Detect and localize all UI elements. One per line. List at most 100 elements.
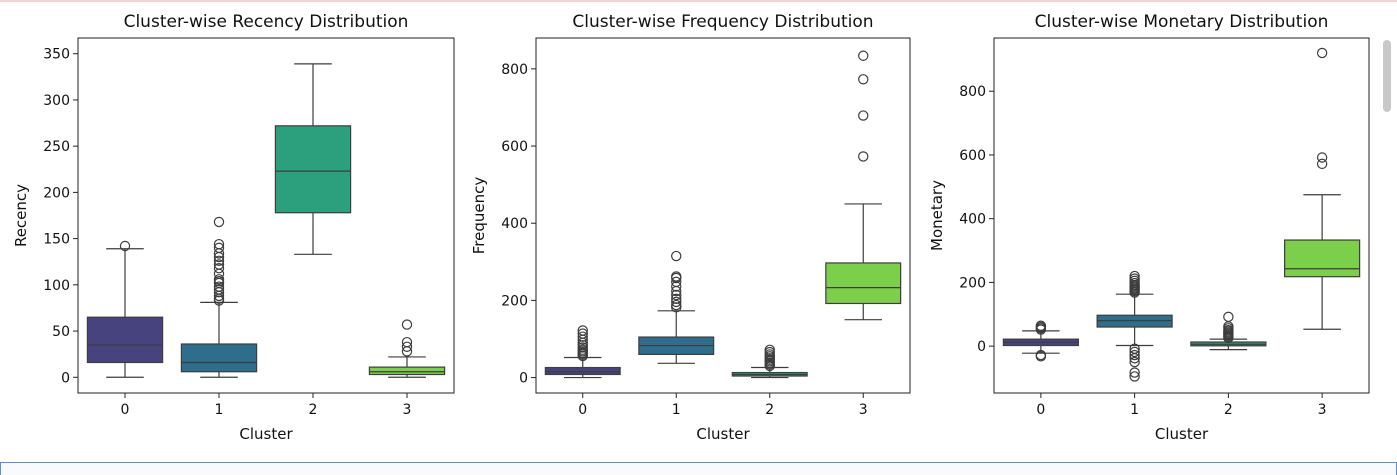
outlier-point (577, 331, 588, 342)
x-tick-label: 2 (765, 402, 774, 418)
box-cluster-0 (86, 240, 164, 378)
y-tick-label: 0 (61, 370, 70, 386)
scrollbar-thumb[interactable] (1383, 40, 1391, 112)
box-cluster-2 (731, 344, 808, 379)
outlier-point (671, 289, 682, 301)
outlier-point (213, 255, 225, 266)
chart-panel-1: Cluster-wise Frequency Distribution 0 200 4… (470, 12, 911, 443)
outlier-point (671, 271, 682, 282)
box-cluster-0 (1002, 320, 1079, 362)
y-tick-label: 100 (43, 278, 70, 294)
box-cluster-1 (180, 216, 258, 378)
x-tick-label: 1 (1130, 402, 1139, 418)
x-tick-label: 0 (1036, 402, 1045, 418)
iqr-box (86, 316, 164, 364)
x-tick-label: 2 (309, 402, 318, 418)
y-tick-label: 50 (52, 324, 70, 340)
box-cluster-3 (368, 319, 446, 378)
iqr-box (368, 366, 446, 376)
chart-title: Cluster-wise Recency Distribution (124, 12, 409, 32)
next-cell-panel (0, 462, 1397, 475)
x-tick-label: 3 (859, 402, 868, 418)
plot-frame (535, 37, 911, 394)
outlier-point (119, 240, 131, 252)
x-axis-label: Cluster (696, 425, 750, 443)
box-cluster-2 (274, 63, 352, 255)
y-tick-label: 800 (959, 84, 986, 100)
outlier-point (1223, 311, 1234, 323)
outlier-point (1316, 158, 1328, 170)
y-tick-label: 600 (501, 139, 528, 155)
box-cluster-1 (1096, 270, 1173, 382)
x-tick-label: 3 (403, 402, 412, 418)
outlier-point (1129, 270, 1140, 282)
y-tick-label: 200 (43, 185, 70, 201)
chart-title: Cluster-wise Monetary Distribution (1035, 12, 1329, 32)
x-tick-label: 3 (1318, 402, 1327, 418)
outlier-point (1316, 47, 1328, 59)
plot-frame (77, 37, 455, 394)
outlier-point (1035, 320, 1047, 331)
box-cluster-0 (544, 325, 621, 379)
outlier-point (671, 250, 682, 262)
outlier-point (1129, 353, 1140, 364)
iqr-box (274, 125, 352, 214)
y-axis-label: Monetary (928, 180, 946, 251)
outlier-point (671, 299, 682, 311)
iqr-box (180, 343, 258, 373)
x-axis-label: Cluster (1155, 425, 1209, 443)
box-cluster-3 (825, 50, 902, 321)
y-tick-label: 400 (501, 216, 528, 232)
y-axis-label: Frequency (470, 177, 488, 255)
outlier-point (1129, 349, 1140, 361)
y-axis-label: Recency (12, 184, 30, 247)
chart-panel-0: Cluster-wise Recency Distribution 0 50 100 1… (12, 12, 455, 443)
chart-title: Cluster-wise Frequency Distribution (572, 12, 873, 32)
outlier-point (764, 344, 775, 355)
outlier-point (401, 341, 413, 352)
y-tick-label: 600 (959, 148, 986, 164)
y-tick-label: 200 (959, 275, 986, 291)
iqr-box (1284, 239, 1361, 278)
outlier-point (213, 259, 225, 270)
y-tick-label: 0 (519, 371, 528, 387)
x-tick-label: 0 (121, 402, 130, 418)
x-tick-label: 1 (672, 402, 681, 418)
x-tick-label: 1 (215, 402, 224, 418)
outlier-point (671, 293, 682, 305)
x-tick-label: 0 (578, 402, 587, 418)
y-tick-label: 350 (43, 47, 70, 63)
y-tick-label: 0 (977, 339, 986, 355)
top-border-line (0, 0, 1397, 2)
iqr-box (544, 366, 621, 376)
iqr-box (825, 262, 902, 305)
y-tick-label: 150 (43, 232, 70, 248)
outlier-point (213, 216, 225, 228)
x-axis-label: Cluster (239, 425, 293, 443)
plot-frame (993, 37, 1370, 394)
outlier-point (1129, 346, 1140, 358)
outlier-point (1129, 371, 1140, 382)
outlier-point (671, 296, 682, 308)
chart-panel-2: Cluster-wise Monetary Distribution 0 200 40… (928, 12, 1370, 443)
y-tick-label: 300 (43, 93, 70, 109)
box-cluster-1 (638, 250, 715, 364)
outlier-point (401, 336, 413, 348)
outlier-point (1129, 367, 1140, 378)
outlier-point (858, 74, 869, 85)
y-tick-label: 400 (959, 212, 986, 228)
outlier-point (1035, 351, 1047, 362)
y-tick-label: 250 (43, 139, 70, 155)
outlier-point (401, 319, 413, 330)
outlier-point (1316, 152, 1328, 163)
outlier-point (1129, 273, 1140, 284)
y-tick-label: 200 (501, 293, 528, 309)
box-cluster-2 (1190, 311, 1267, 351)
outlier-point (671, 276, 682, 288)
box-cluster-3 (1284, 47, 1361, 330)
outlier-point (213, 262, 225, 274)
outlier-point (671, 281, 682, 292)
outlier-point (213, 274, 225, 285)
outlier-point (1129, 356, 1140, 368)
